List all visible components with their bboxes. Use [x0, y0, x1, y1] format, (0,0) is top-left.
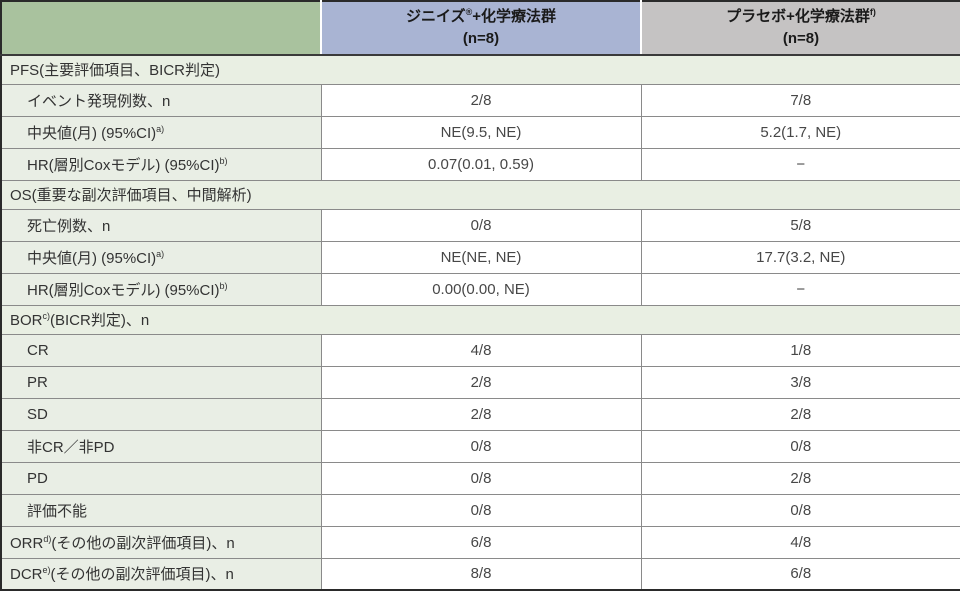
value-cell-placebo: 5.2(1.7, NE): [640, 115, 960, 149]
row-label: 死亡例数、n: [0, 208, 322, 242]
value-cell-placebo: 17.7(3.2, NE): [640, 240, 960, 274]
row-median-os: 中央値(月) (95%CI)a) NE(NE, NE) 17.7(3.2, NE…: [0, 240, 960, 274]
section-label-pfs: PFS(主要評価項目、BICR判定): [0, 54, 960, 85]
value-cell-placebo: 1/8: [640, 333, 960, 367]
value-cell-placebo: 0/8: [640, 429, 960, 463]
row-label: ORRd)(その他の副次評価項目)、n: [0, 525, 322, 559]
footnote-f-sup: f): [869, 6, 876, 17]
value-cell-ginise: 8/8: [320, 557, 642, 591]
section-row-pfs: PFS(主要評価項目、BICR判定): [0, 54, 960, 85]
section-label-os: OS(重要な副次評価項目、中間解析): [0, 179, 960, 210]
row-label: CR: [0, 333, 322, 367]
value-cell-placebo: 4/8: [640, 525, 960, 559]
footnote-a-sup: a): [156, 248, 165, 259]
row-label: 非CR／非PD: [0, 429, 322, 463]
row-event-count-pfs: イベント発現例数、n 2/8 7/8: [0, 83, 960, 117]
row-sd: SD 2/8 2/8: [0, 397, 960, 431]
value-cell-placebo: 2/8: [640, 397, 960, 431]
value-cell-placebo: 2/8: [640, 461, 960, 495]
row-pr: PR 2/8 3/8: [0, 365, 960, 399]
row-death-count-os: 死亡例数、n 0/8 5/8: [0, 208, 960, 242]
value-cell-placebo: 6/8: [640, 557, 960, 591]
value-cell-ginise: 2/8: [320, 365, 642, 399]
footnote-a-sup: a): [156, 123, 165, 134]
row-label: 中央値(月) (95%CI)a): [0, 240, 322, 274]
row-dcr: DCRe)(その他の副次評価項目)、n 8/8 6/8: [0, 557, 960, 591]
value-cell-placebo: 3/8: [640, 365, 960, 399]
row-label: PR: [0, 365, 322, 399]
header-row: ジニイズ®+化学療法群 (n=8) プラセボ+化学療法群f) (n=8): [0, 0, 960, 56]
row-label: 評価不能: [0, 493, 322, 527]
column-header-ginise-n: (n=8): [462, 30, 500, 47]
row-label: SD: [0, 397, 322, 431]
section-row-bor: BORc)(BICR判定)、n: [0, 304, 960, 335]
row-hr-os: HR(層別Coxモデル) (95%CI)b) 0.00(0.00, NE) −: [0, 272, 960, 306]
row-cr: CR 4/8 1/8: [0, 333, 960, 367]
footnote-b-sup: b): [219, 155, 228, 166]
row-label: HR(層別Coxモデル) (95%CI)b): [0, 272, 322, 306]
value-cell-ginise: 6/8: [320, 525, 642, 559]
column-header-ginise-chemo: ジニイズ®+化学療法群 (n=8): [320, 0, 642, 56]
section-row-os: OS(重要な副次評価項目、中間解析): [0, 179, 960, 210]
value-cell-ginise: 0/8: [320, 461, 642, 495]
registered-trademark-sup: ®: [465, 6, 473, 17]
footnote-d-sup: d): [43, 533, 52, 544]
value-cell-ginise: 2/8: [320, 397, 642, 431]
value-cell-placebo: 5/8: [640, 208, 960, 242]
row-median-pfs: 中央値(月) (95%CI)a) NE(9.5, NE) 5.2(1.7, NE…: [0, 115, 960, 149]
column-header-placebo-chemo: プラセボ+化学療法群f) (n=8): [640, 0, 960, 56]
column-header-placebo-n: (n=8): [782, 30, 820, 47]
row-label: イベント発現例数、n: [0, 83, 322, 117]
row-label: PD: [0, 461, 322, 495]
value-cell-ginise: NE(NE, NE): [320, 240, 642, 274]
row-label: HR(層別Coxモデル) (95%CI)b): [0, 147, 322, 181]
row-noncr-nonpd: 非CR／非PD 0/8 0/8: [0, 429, 960, 463]
row-pd: PD 0/8 2/8: [0, 461, 960, 495]
row-hr-pfs: HR(層別Coxモデル) (95%CI)b) 0.07(0.01, 0.59) …: [0, 147, 960, 181]
footnote-e-sup: e): [42, 565, 51, 576]
value-cell-ginise: 0/8: [320, 493, 642, 527]
value-cell-placebo: 0/8: [640, 493, 960, 527]
section-label-bor: BORc)(BICR判定)、n: [0, 304, 960, 335]
header-corner-cell: [0, 0, 322, 56]
row-label: 中央値(月) (95%CI)a): [0, 115, 322, 149]
value-cell-ginise: 0/8: [320, 429, 642, 463]
value-cell-ginise: 4/8: [320, 333, 642, 367]
row-not-evaluable: 評価不能 0/8 0/8: [0, 493, 960, 527]
value-cell-ginise: 0/8: [320, 208, 642, 242]
value-cell-placebo: −: [640, 147, 960, 181]
value-cell-ginise: NE(9.5, NE): [320, 115, 642, 149]
column-header-ginise-line1: ジニイズ®+化学療法群: [406, 6, 556, 25]
row-label: DCRe)(その他の副次評価項目)、n: [0, 557, 322, 591]
footnote-c-sup: c): [42, 311, 51, 321]
value-cell-placebo: 7/8: [640, 83, 960, 117]
value-cell-ginise: 0.07(0.01, 0.59): [320, 147, 642, 181]
value-cell-ginise: 2/8: [320, 83, 642, 117]
value-cell-placebo: −: [640, 272, 960, 306]
column-header-placebo-line1: プラセボ+化学療法群f): [726, 6, 876, 25]
value-cell-ginise: 0.00(0.00, NE): [320, 272, 642, 306]
row-orr: ORRd)(その他の副次評価項目)、n 6/8 4/8: [0, 525, 960, 559]
footnote-b-sup: b): [219, 280, 228, 291]
